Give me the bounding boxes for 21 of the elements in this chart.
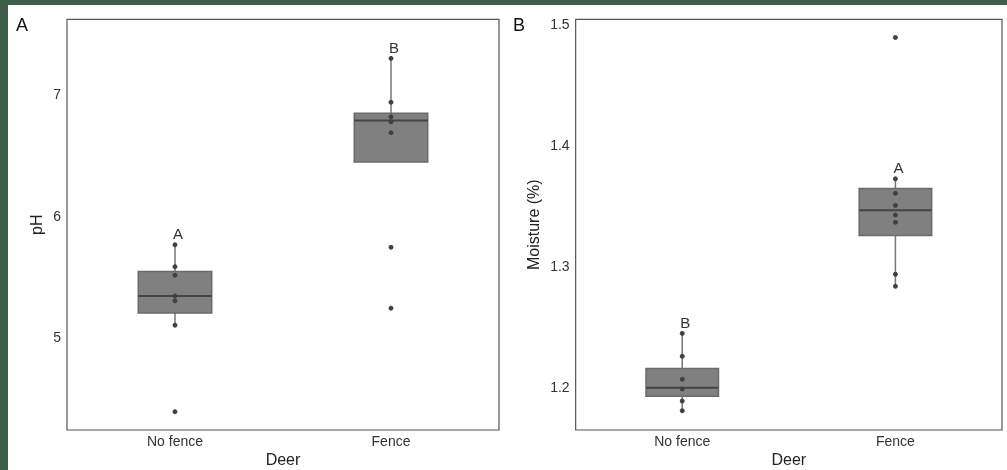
chart-title: A: [16, 14, 29, 35]
x-axis-title: Deer: [771, 450, 807, 468]
y-axis-title: pH: [28, 214, 46, 235]
y-tick-label: 1.4: [550, 137, 570, 154]
y-tick-label: 5: [53, 329, 62, 346]
y-tick-label: 1.3: [550, 257, 570, 274]
x-axis-title: Deer: [265, 450, 301, 468]
x-tick-label: No fence: [146, 433, 204, 450]
y-tick-label: 6: [53, 207, 62, 224]
annotation: B: [388, 39, 399, 57]
y-tick-label: 7: [53, 85, 62, 102]
y-tick-label: 1.2: [550, 378, 570, 395]
y-axis-title: Moisture (%): [525, 179, 543, 271]
y-tick-label: 1.5: [550, 16, 570, 33]
annotation: A: [893, 159, 904, 177]
x-tick-label: No fence: [654, 433, 711, 450]
annotation: B: [680, 314, 691, 332]
annotation: A: [172, 225, 183, 243]
x-tick-label: Fence: [875, 433, 916, 450]
x-tick-label: Fence: [371, 433, 411, 450]
chart-title: B: [513, 14, 526, 35]
